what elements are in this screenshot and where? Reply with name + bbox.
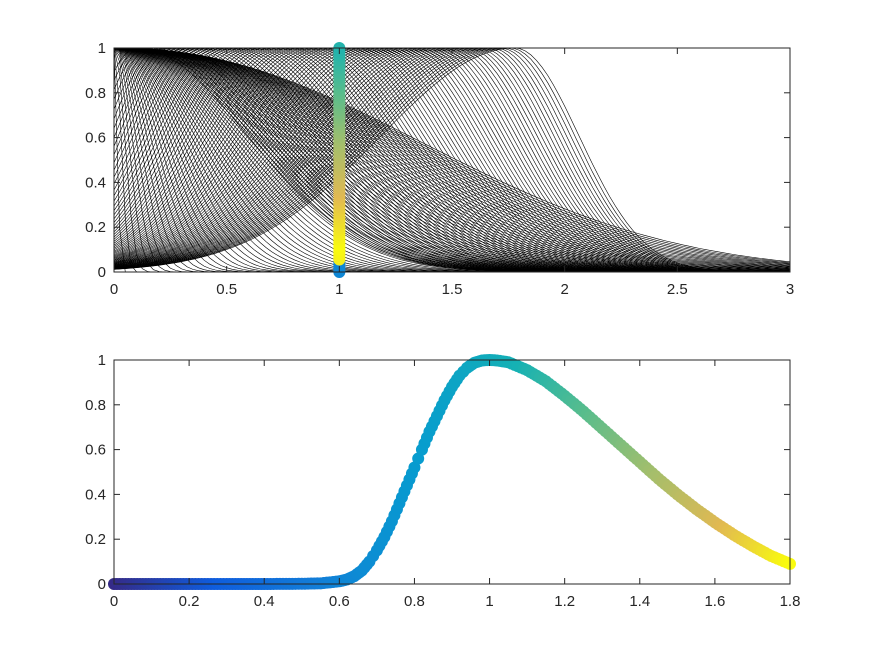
top-y-tick-label: 0.2 xyxy=(85,219,106,236)
top-family-curve xyxy=(113,47,790,273)
bottom-y-tick-label: 0.8 xyxy=(85,397,106,414)
top-family-curve xyxy=(113,47,790,273)
top-y-tick-label: 1 xyxy=(98,40,106,57)
top-family-curve xyxy=(114,47,791,263)
top-y-tick-label: 0.8 xyxy=(85,85,106,102)
bottom-y-tick-label: 1 xyxy=(98,352,106,369)
bottom-chart: 0 0.2 0.4 0.6 0.8 1 1.2 1.4 1.6 1.8 0 0.2 0.4 0.6 0.8 1 xyxy=(85,352,800,610)
top-x-tick-label: 1.5 xyxy=(442,281,463,298)
top-y-tick-label: 0 xyxy=(98,264,106,281)
top-family-curve xyxy=(113,47,790,273)
top-family-curve xyxy=(114,47,791,270)
top-x-tick-label: 3 xyxy=(786,281,794,298)
bottom-x-tick-label: 1.4 xyxy=(629,593,650,610)
top-x-tick-label: 0.5 xyxy=(216,281,237,298)
top-y-tick-label: 0.4 xyxy=(85,174,106,191)
top-axes: 0 0.5 1 1.5 2 2.5 3 0 0.2 0.4 0.6 0.8 1 xyxy=(85,40,794,298)
bottom-x-tick-label: 0.6 xyxy=(329,593,350,610)
top-family-curve xyxy=(114,47,791,267)
top-highlight-series xyxy=(333,42,346,278)
bottom-x-tick-label: 0.8 xyxy=(404,593,425,610)
bottom-y-tick-label: 0 xyxy=(98,576,106,593)
top-chart: 0 0.5 1 1.5 2 2.5 3 0 0.2 0.4 0.6 0.8 1 xyxy=(85,40,794,298)
bottom-scatter-point xyxy=(412,452,425,465)
top-family-curve xyxy=(113,47,790,273)
bottom-x-tick-label: 0.4 xyxy=(254,593,275,610)
top-y-tick-label: 0.6 xyxy=(85,130,106,147)
top-x-tick-label: 2.5 xyxy=(667,281,688,298)
bottom-y-tick-label: 0.4 xyxy=(85,486,106,503)
bottom-axes-box xyxy=(113,359,791,585)
bottom-scatter-point xyxy=(408,461,421,474)
top-family-curve xyxy=(114,47,791,263)
bottom-y-tick-label: 0.2 xyxy=(85,531,106,548)
bottom-axes: 0 0.2 0.4 0.6 0.8 1 1.2 1.4 1.6 1.8 0 0.2 0.4 0.6 0.8 1 xyxy=(85,352,800,610)
bottom-x-tick-label: 1 xyxy=(485,593,493,610)
bottom-y-tick-label: 0.6 xyxy=(85,442,106,459)
bottom-x-tick-label: 1.8 xyxy=(780,593,801,610)
top-family-curve xyxy=(114,47,791,268)
top-family-curve xyxy=(114,47,791,266)
bottom-x-tick-label: 1.6 xyxy=(704,593,725,610)
top-x-tick-label: 0 xyxy=(110,281,118,298)
bottom-x-tick-label: 0.2 xyxy=(179,593,200,610)
bottom-x-tick-label: 1.2 xyxy=(554,593,575,610)
top-x-tick-label: 1 xyxy=(335,281,343,298)
top-x-tick-label: 2 xyxy=(560,281,568,298)
bottom-x-tick-label: 0 xyxy=(110,593,118,610)
top-family-curve xyxy=(114,47,791,270)
